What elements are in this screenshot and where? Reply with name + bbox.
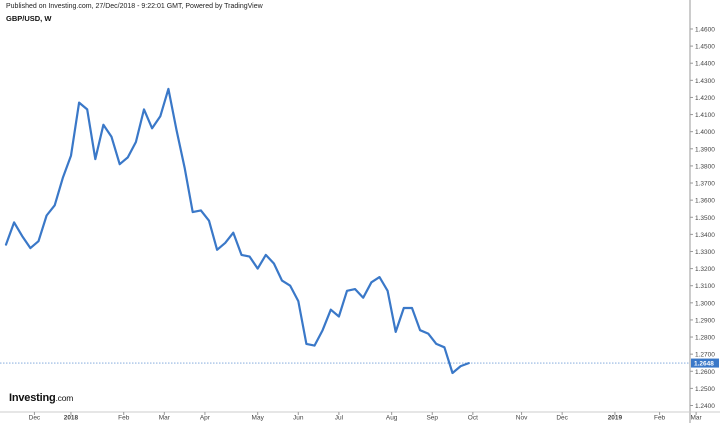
plot-area [0, 87, 690, 375]
x-tick-label: Mar [159, 415, 171, 422]
logo-suffix: .com [55, 393, 74, 403]
y-tick-label: 1.3200 [695, 266, 715, 273]
x-tick-label: Feb [118, 415, 130, 422]
y-tick-label: 1.2600 [695, 369, 715, 376]
x-tick-label: Aug [386, 415, 398, 422]
publisher-caption: Published on Investing.com, 27/Dec/2018 … [6, 3, 263, 10]
x-tick-label: Nov [516, 415, 528, 422]
x-axis: Dec 2018 Feb Mar Apr May Jun Jul Aug Sep Oct Nov Dec… [0, 411, 720, 422]
y-tick-label: 1.3500 [695, 215, 715, 222]
y-axis: 1.4600 1.4500 1.4400 1.4300 1.4200 1.4100 1.40… [689, 0, 719, 423]
x-tick-label: 2018 [64, 415, 79, 422]
x-tick-label: Oct [468, 415, 478, 422]
y-tick-label: 1.3400 [695, 232, 715, 239]
y-tick-label: 1.4000 [695, 129, 715, 136]
x-tick-label: Mar [691, 415, 703, 422]
x-tick-label: Jun [293, 415, 304, 422]
y-tick-label: 1.2400 [695, 403, 715, 410]
y-tick-label: 1.4300 [695, 78, 715, 85]
x-tick-label: May [252, 415, 265, 422]
series-line [4, 87, 470, 375]
x-tick-label: Sep [426, 415, 438, 422]
y-tick-label: 1.3000 [695, 300, 715, 307]
x-tick-label: Jul [335, 415, 344, 422]
y-tick-label: 1.4600 [695, 27, 715, 34]
y-tick-label: 1.4400 [695, 61, 715, 68]
y-tick-label: 1.4100 [695, 112, 715, 119]
logo-name: Investing [9, 392, 56, 404]
y-tick-label: 1.4200 [695, 95, 715, 102]
y-tick-label: 1.3900 [695, 146, 715, 153]
investing-logo: Investing.com [9, 392, 73, 404]
y-tick-label: 1.2900 [695, 317, 715, 324]
y-tick-label: 1.3100 [695, 283, 715, 290]
y-tick-label: 1.2700 [695, 352, 715, 359]
x-tick-label: Feb [654, 415, 666, 422]
y-tick-label: 1.3300 [695, 249, 715, 256]
y-tick-label: 1.3600 [695, 198, 715, 205]
x-tick-label: Dec [556, 415, 568, 422]
y-tick-label: 1.4500 [695, 44, 715, 51]
last-price-badge [691, 358, 719, 368]
x-tick-label: Apr [200, 415, 211, 422]
y-tick-label: 1.2800 [695, 335, 715, 342]
y-tick-label: 1.3800 [695, 163, 715, 170]
y-tick-label: 1.3700 [695, 181, 715, 188]
x-tick-label: Dec [29, 415, 41, 422]
symbol-label: GBP/USD, W [6, 14, 52, 23]
last-price-label: 1.2648 [694, 361, 714, 368]
x-tick-label: 2019 [608, 415, 623, 422]
y-tick-label: 1.2500 [695, 386, 715, 393]
